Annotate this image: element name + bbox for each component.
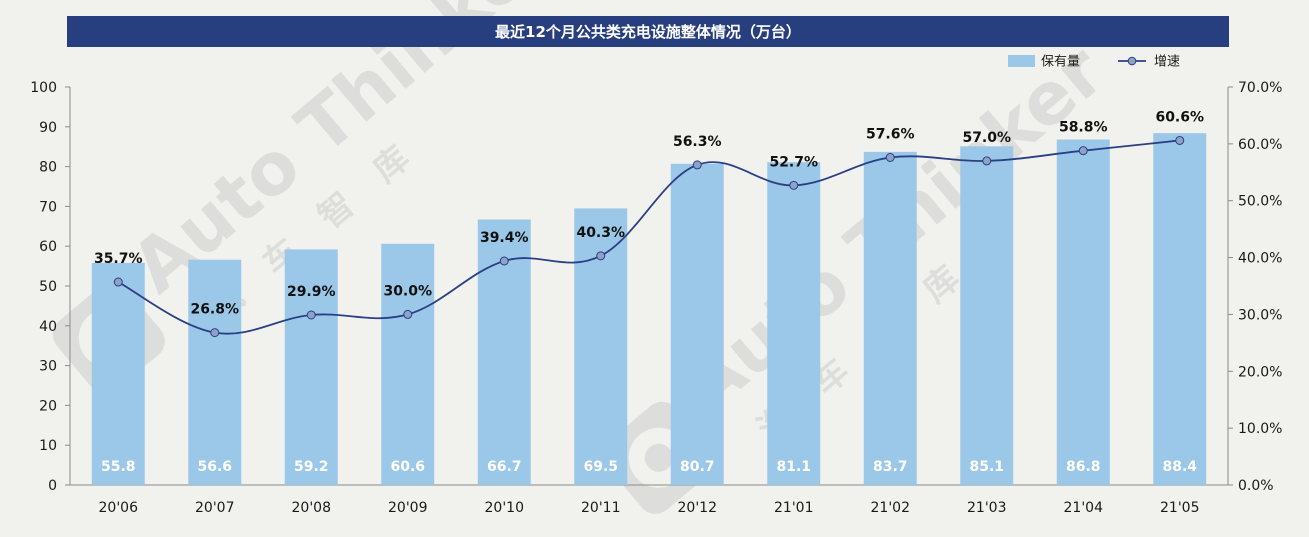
line-point [306,310,316,320]
line-point [982,156,992,166]
bar [381,243,435,485]
y-right-tick-label: 20.0% [1238,364,1282,380]
y-left-tick-label: 10 [39,438,57,454]
x-tick-label: 21'02 [871,500,910,516]
x-tick-label: 20'08 [292,500,331,516]
line-value-label: 57.6% [866,127,915,143]
y-right-tick-label: 10.0% [1238,421,1282,437]
y-right-tick-label: 30.0% [1238,307,1282,323]
line-point [1175,135,1185,145]
bar-value-label: 83.7 [873,459,908,475]
bar [284,249,338,485]
bar [188,259,242,485]
line-value-label: 60.6% [1155,109,1204,125]
bar-value-label: 88.4 [1162,459,1197,475]
line-value-label: 56.3% [673,134,722,150]
x-tick-label: 20'12 [678,500,717,516]
y-left-tick-label: 30 [39,359,57,375]
chart-title: 最近12个月公共类充电设施整体情况（万台） [495,23,801,41]
bar-value-label: 85.1 [969,459,1004,475]
bar [960,146,1014,485]
x-tick-label: 21'05 [1160,500,1199,516]
legend-bar-swatch [1008,55,1035,67]
bar [91,262,145,485]
y-right-tick-label: 70.0% [1238,80,1282,96]
line-point [403,309,413,319]
bar-value-label: 55.8 [101,459,136,475]
bar-value-label: 81.1 [776,459,811,475]
data-labels: 55.8 56.6 59.2 60.6 66.7 69.5 80.7 81.1 83.7 85.1… [94,109,1204,475]
line-value-label: 58.8% [1059,120,1108,136]
y-left-tick-label: 40 [39,319,57,335]
bar [1153,133,1207,485]
line-point [885,153,895,163]
bar-value-label: 80.7 [680,459,715,475]
line-value-label: 29.9% [287,284,336,300]
legend-line-marker [1127,56,1137,66]
line-value-label: 52.7% [769,154,818,170]
y-left-tick-label: 100 [30,80,57,96]
x-tick-label: 20'09 [388,500,427,516]
bar [767,162,821,486]
y-left-tick-label: 0 [48,478,57,494]
bar-value-label: 69.5 [583,459,618,475]
x-tick-label: 20'06 [99,500,139,516]
bar [1056,139,1110,485]
y-right-tick-label: 60.0% [1238,137,1282,153]
y-left-tick-label: 80 [39,160,57,176]
legend-line-label: 增速 [1154,55,1180,70]
line-value-label: 26.8% [190,302,239,318]
line-point [596,251,606,261]
legend: 保有量 增速 [1008,55,1180,70]
y-left-tick-label: 20 [39,398,57,414]
line-value-label: 39.4% [480,230,529,246]
bar-value-label: 56.6 [197,459,232,475]
y-left-tick-label: 50 [39,279,57,295]
line-point [210,328,220,338]
x-tick-label: 21'01 [774,500,813,516]
bar-value-label: 86.8 [1066,459,1101,475]
bar [670,163,724,485]
axes: 0 10 20 30 40 50 60 70 80 90 100 0.0% 10.0% 20.0% 30.0… [30,80,1282,516]
x-tick-label: 21'03 [967,500,1006,516]
y-left-tick-label: 70 [39,199,57,215]
line-series [113,135,1185,338]
line-value-label: 35.7% [94,251,143,267]
x-tick-label: 21'04 [1064,500,1104,516]
watermark-icon-pupil [644,443,673,472]
y-left-tick-label: 90 [39,120,57,136]
bar [863,151,917,485]
line-point [499,256,509,266]
line-value-label: 40.3% [576,225,625,241]
y-right-tick-label: 0.0% [1238,478,1274,494]
bar-value-label: 60.6 [390,459,425,475]
y-right-tick-label: 50.0% [1238,194,1282,210]
title-bar [67,16,1229,47]
x-tick-label: 20'11 [581,500,620,516]
bar-value-label: 59.2 [294,459,329,475]
line-point [789,180,799,190]
x-tick-label: 20'10 [485,500,524,516]
line-value-label: 30.0% [383,283,432,299]
line-value-label: 57.0% [962,130,1011,146]
legend-bar-label: 保有量 [1041,55,1080,70]
y-right-tick-label: 40.0% [1238,251,1282,267]
x-tick-label: 20'07 [195,500,234,516]
bar [574,208,628,485]
line-point [1078,146,1088,156]
line-point [692,160,702,170]
bar-value-label: 66.7 [487,459,522,475]
line-point [113,277,123,287]
y-left-tick-label: 60 [39,239,57,255]
